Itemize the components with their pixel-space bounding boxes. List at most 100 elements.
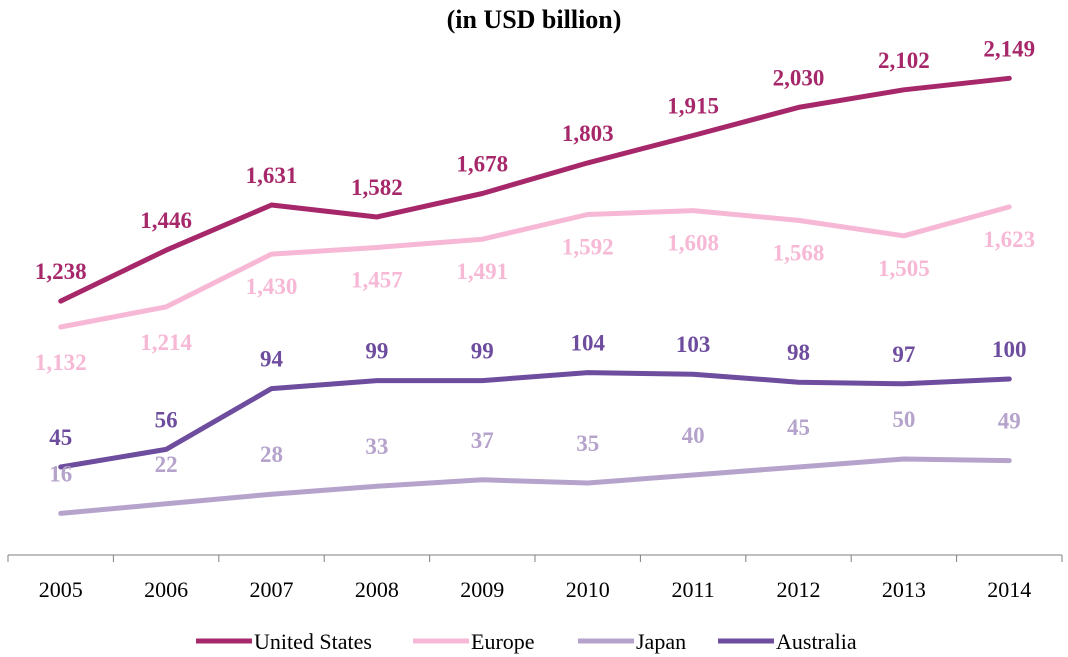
x-tick-label: 2006 xyxy=(144,577,188,602)
data-label-australia: 56 xyxy=(155,407,178,432)
data-point xyxy=(586,481,590,485)
x-tick-label: 2012 xyxy=(777,577,821,602)
data-label-japan: 28 xyxy=(260,442,283,467)
data-label-europe: 1,457 xyxy=(351,268,403,293)
data-label-japan: 22 xyxy=(155,452,178,477)
data-label-australia: 104 xyxy=(570,331,605,356)
series-line-united-states xyxy=(58,75,1012,304)
data-label-australia: 94 xyxy=(260,347,284,372)
x-tick-label: 2007 xyxy=(250,577,294,602)
legend-label: Japan xyxy=(636,629,686,654)
data-label-united-states: 1,238 xyxy=(35,259,87,284)
legend: United States Europe Japan Australia xyxy=(196,629,857,654)
x-tick-label: 2011 xyxy=(672,577,715,602)
legend-label: Australia xyxy=(776,629,857,654)
data-point xyxy=(691,134,695,137)
data-label-europe: 1,568 xyxy=(773,240,825,265)
data-point xyxy=(691,209,695,213)
data-point xyxy=(270,492,273,496)
x-tick-label: 2008 xyxy=(355,577,399,602)
data-point xyxy=(375,246,379,249)
series-line-japan xyxy=(58,456,1012,516)
data-point xyxy=(480,478,484,482)
data-point xyxy=(586,161,590,165)
data-point xyxy=(480,237,484,241)
data-label-europe: 1,132 xyxy=(35,350,87,375)
data-point xyxy=(902,234,906,238)
data-label-australia: 99 xyxy=(471,339,494,364)
data-label-australia: 103 xyxy=(676,332,711,357)
data-point xyxy=(375,484,379,488)
legend-label: United States xyxy=(254,629,372,654)
data-label-europe: 1,505 xyxy=(878,256,930,281)
series-lines xyxy=(58,75,1012,516)
data-label-japan: 50 xyxy=(892,407,915,432)
x-tick-label: 2013 xyxy=(882,577,926,602)
data-point xyxy=(59,325,63,329)
data-label-japan: 45 xyxy=(787,415,810,440)
data-labels: 1,238 1,446 1,631 1,582 1,678 1,803 1,915 2,030… xyxy=(35,36,1035,486)
data-point xyxy=(797,465,800,469)
data-point xyxy=(586,213,590,216)
data-label-japan: 16 xyxy=(49,461,72,486)
x-tick-label: 2010 xyxy=(566,577,610,602)
data-label-united-states: 1,915 xyxy=(667,94,719,119)
x-axis-ticks: 2005 2006 2007 2008 2009 2010 2011 2012 2013 2014 xyxy=(7,555,1063,602)
data-label-europe: 1,491 xyxy=(456,259,508,284)
data-point xyxy=(164,305,168,309)
data-point xyxy=(164,502,168,506)
data-label-europe: 1,592 xyxy=(562,235,614,260)
data-point xyxy=(1007,377,1011,381)
data-point xyxy=(375,215,379,219)
data-label-australia: 99 xyxy=(365,339,388,364)
legend-label: Europe xyxy=(471,629,535,654)
data-point xyxy=(59,511,63,515)
data-point xyxy=(902,457,906,461)
data-point xyxy=(375,379,379,383)
data-point xyxy=(902,382,906,386)
data-point xyxy=(797,105,800,109)
data-point xyxy=(1007,76,1011,80)
data-point xyxy=(270,387,273,391)
data-label-japan: 35 xyxy=(576,431,599,456)
data-label-united-states: 2,030 xyxy=(773,65,825,90)
data-label-europe: 1,608 xyxy=(667,231,719,256)
data-point xyxy=(1007,459,1011,463)
data-label-australia: 98 xyxy=(787,340,810,365)
data-point xyxy=(480,192,484,195)
data-label-australia: 45 xyxy=(49,425,72,450)
data-point xyxy=(691,473,695,477)
data-point xyxy=(270,203,273,207)
data-point xyxy=(1007,205,1011,209)
chart-title: (in USD billion) xyxy=(447,5,622,34)
x-tick-label: 2014 xyxy=(987,577,1031,602)
data-label-europe: 1,430 xyxy=(246,274,298,299)
data-point xyxy=(270,252,273,256)
data-point xyxy=(691,372,695,376)
data-label-japan: 33 xyxy=(365,434,388,459)
data-point xyxy=(164,447,168,451)
data-label-united-states: 1,678 xyxy=(456,152,508,177)
data-label-australia: 100 xyxy=(992,337,1027,362)
data-point xyxy=(586,371,590,375)
data-label-europe: 1,214 xyxy=(140,330,192,355)
data-label-australia: 97 xyxy=(892,342,915,367)
data-point xyxy=(797,380,800,384)
data-point xyxy=(59,465,63,469)
data-label-europe: 1,623 xyxy=(983,227,1035,252)
data-point xyxy=(164,248,168,252)
data-point xyxy=(480,379,484,383)
series-line-europe xyxy=(58,204,1012,330)
data-label-japan: 40 xyxy=(682,423,705,448)
series-line-australia xyxy=(58,370,1012,470)
data-label-united-states: 1,631 xyxy=(246,163,298,188)
data-point xyxy=(797,218,800,222)
data-label-united-states: 2,102 xyxy=(878,48,930,73)
data-label-japan: 49 xyxy=(998,409,1021,434)
data-label-united-states: 2,149 xyxy=(983,36,1035,61)
x-tick-label: 2005 xyxy=(39,577,83,602)
x-tick-label: 2009 xyxy=(460,577,504,602)
data-label-united-states: 1,803 xyxy=(562,121,614,146)
data-point xyxy=(59,299,63,303)
